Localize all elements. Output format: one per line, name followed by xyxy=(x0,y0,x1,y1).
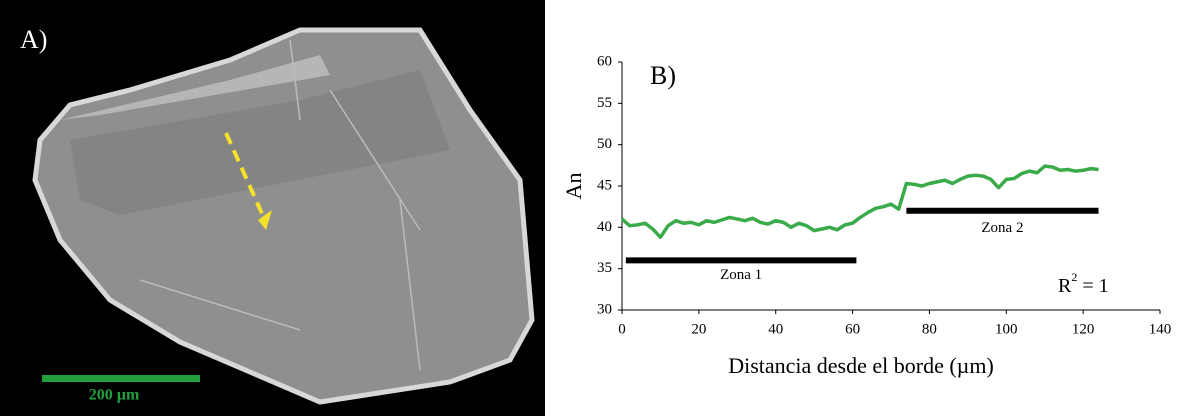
scale-bar xyxy=(42,375,200,382)
micrograph: A) 200 µm xyxy=(0,0,545,416)
x-tick-label: 20 xyxy=(691,321,706,337)
y-tick-label: 45 xyxy=(597,177,612,193)
x-tick-label: 120 xyxy=(1072,321,1095,337)
panel-label: A) xyxy=(20,25,47,54)
scale-label: 200 µm xyxy=(89,387,140,404)
arrow-head xyxy=(258,210,272,230)
y-axis-label: An xyxy=(561,173,586,200)
y-tick-label: 55 xyxy=(597,95,612,111)
crystal-rim xyxy=(60,55,330,120)
y-tick-label: 35 xyxy=(597,260,612,276)
x-tick-label: 140 xyxy=(1149,321,1172,337)
x-tick-label: 0 xyxy=(618,321,626,337)
x-tick-label: 80 xyxy=(922,321,937,337)
x-axis-label: Distancia desde el borde (µm) xyxy=(728,353,994,378)
y-tick-label: 50 xyxy=(597,136,612,152)
cracks xyxy=(139,39,421,371)
r-squared-suffix: = 1 xyxy=(1082,275,1108,297)
data-line xyxy=(620,164,1099,240)
x-tick-label: 100 xyxy=(995,321,1018,337)
zone-label: Zona 2 xyxy=(981,220,1023,236)
y-tick-label: 60 xyxy=(597,53,612,69)
panel-label: B) xyxy=(650,61,676,90)
zone-label: Zona 1 xyxy=(720,267,762,283)
crystal-zone xyxy=(70,70,450,215)
x-tick-label: 40 xyxy=(768,321,783,337)
chart: 30 35 40 45 50 55 60 0 20 40 60 80 100 120 140 Distanci… xyxy=(561,53,1171,378)
y-tick-label: 40 xyxy=(597,219,612,235)
y-tick-label: 30 xyxy=(597,301,612,317)
r-squared: R2 = 1 xyxy=(1058,270,1109,297)
profile-arrow xyxy=(224,132,266,219)
x-tick-label: 60 xyxy=(845,321,860,337)
r-squared-superscript: 2 xyxy=(1071,270,1077,284)
r-squared-base: R xyxy=(1058,275,1072,297)
